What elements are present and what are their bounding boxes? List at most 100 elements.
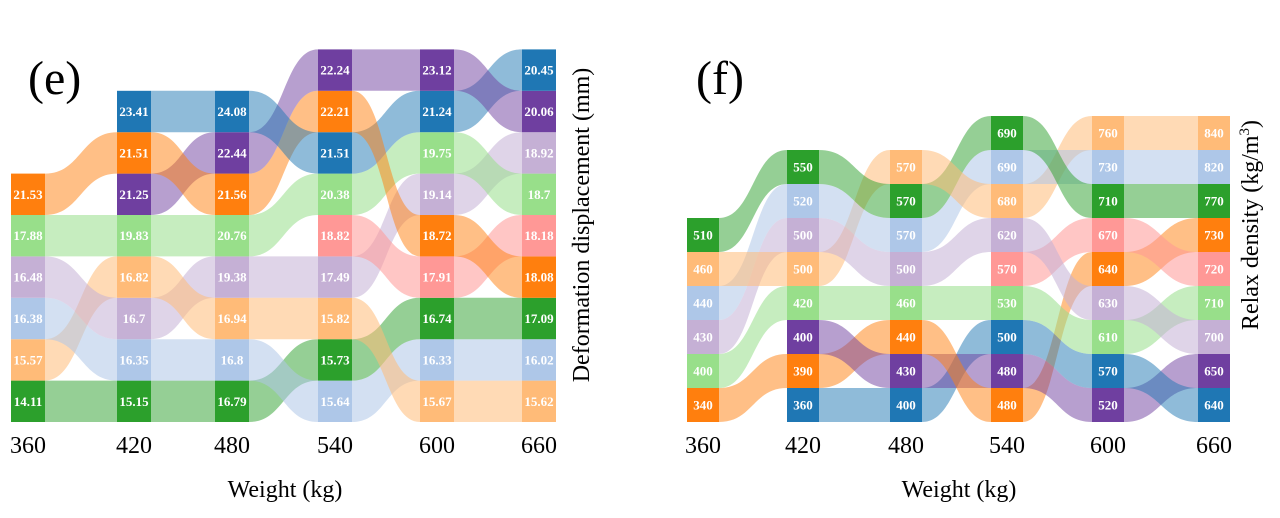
flow-f-col1-to-col2	[819, 320, 890, 388]
node-e-col2-0	[215, 380, 249, 422]
node-f-col1-4	[787, 252, 819, 286]
node-f-col4-7	[1092, 150, 1124, 184]
panel-f-x-ticks: 360 420 480 540 600 660	[685, 433, 1232, 459]
node-label-f-col1-0: 360	[793, 398, 813, 413]
node-e-col4-3	[420, 256, 454, 298]
node-label-e-col1-6: 21.51	[119, 145, 148, 160]
node-e-col0-4	[11, 215, 45, 257]
node-label-f-col3-6: 680	[997, 194, 1017, 209]
node-f-col4-5	[1092, 218, 1124, 252]
node-f-col0-1	[687, 354, 719, 388]
x-tick-f-360: 360	[685, 433, 721, 459]
node-label-e-col3-1: 15.73	[320, 352, 350, 367]
flow-e-col3-to-col4	[352, 297, 420, 422]
flow-f-col4-to-col5	[1124, 218, 1198, 286]
flow-e-col2-to-col3	[249, 297, 318, 340]
flow-f-col1-to-col2	[819, 218, 890, 286]
x-tick-f-540: 540	[989, 433, 1025, 459]
node-label-e-col2-1: 16.8	[221, 352, 244, 367]
node-e-col5-8	[522, 49, 556, 91]
node-f-col5-8	[1198, 116, 1230, 150]
flow-e-col0-to-col1	[45, 256, 117, 340]
node-f-col4-6	[1092, 184, 1124, 218]
flow-f-col4-to-col5	[1124, 354, 1198, 422]
node-label-f-col3-0: 480	[997, 398, 1017, 413]
node-label-f-col5-5: 730	[1204, 228, 1224, 243]
node-e-col2-7	[215, 90, 249, 133]
node-e-col3-6	[318, 132, 352, 174]
panel-e-nodes: 14.11 15.57 16.38 16.48 17.88 21.53 15.15 16.35…	[11, 49, 556, 422]
node-label-e-col4-8: 23.12	[422, 63, 451, 78]
panel-f: 340 400 430 440 460 510 360 390 400 420 500 500 520 5…	[685, 52, 1264, 503]
node-f-col3-8	[991, 116, 1023, 150]
flow-e-col1-to-col2	[151, 380, 215, 422]
node-f-col1-0	[787, 388, 819, 422]
node-label-f-col0-2: 430	[693, 330, 713, 345]
node-e-col1-2	[117, 297, 151, 340]
node-f-col0-5	[687, 218, 719, 252]
flow-f-col2-to-col3	[922, 286, 991, 320]
flow-e-col1-to-col2	[151, 132, 215, 215]
node-label-e-col4-1: 16.33	[422, 352, 452, 367]
x-tick-f-480: 480	[888, 433, 924, 459]
node-e-col4-6	[420, 132, 454, 174]
node-label-f-col3-3: 530	[997, 296, 1017, 311]
node-label-f-col2-6: 570	[896, 194, 916, 209]
flow-f-col4-to-col5	[1124, 286, 1198, 354]
flow-e-col1-to-col2	[151, 215, 215, 257]
node-label-e-col1-2: 16.7	[123, 311, 146, 326]
panel-f-y-axis-title: Relax density (kg/m3)	[1237, 120, 1264, 330]
node-f-col5-2	[1198, 320, 1230, 354]
node-label-f-col4-4: 640	[1098, 262, 1118, 277]
panel-e-label: (e)	[28, 52, 81, 105]
node-label-f-col4-2: 610	[1098, 330, 1118, 345]
node-e-col0-1	[11, 339, 45, 381]
node-label-f-col4-8: 760	[1098, 126, 1118, 141]
node-f-col1-6	[787, 184, 819, 218]
node-f-col4-1	[1092, 354, 1124, 388]
x-tick-f-660: 660	[1196, 433, 1232, 459]
node-label-e-col4-0: 15.67	[422, 394, 452, 409]
node-label-e-col4-7: 21.24	[422, 104, 452, 119]
node-label-f-col5-4: 720	[1204, 262, 1224, 277]
node-label-e-col3-7: 22.21	[320, 104, 349, 119]
node-e-col5-6	[522, 132, 556, 174]
node-f-col3-1	[991, 354, 1023, 388]
node-e-col4-0	[420, 380, 454, 422]
node-label-f-col0-4: 460	[693, 262, 713, 277]
node-e-col5-0	[522, 380, 556, 422]
node-label-f-col5-8: 840	[1204, 126, 1224, 141]
node-e-col2-2	[215, 297, 249, 340]
flow-f-col3-to-col4	[1023, 286, 1092, 354]
node-f-col1-3	[787, 286, 819, 320]
flow-e-col3-to-col4	[352, 215, 420, 298]
flow-e-col3-to-col4	[352, 90, 420, 257]
node-label-e-col5-3: 18.08	[524, 270, 554, 285]
node-label-e-col0-1: 15.57	[13, 352, 43, 367]
flow-e-col1-to-col2	[151, 256, 215, 340]
node-label-e-col2-0: 16.79	[217, 394, 247, 409]
node-e-col3-8	[318, 49, 352, 91]
node-label-e-col3-3: 17.49	[320, 270, 350, 285]
node-label-e-col5-7: 20.06	[524, 104, 554, 119]
node-label-e-col0-5: 21.53	[13, 187, 43, 202]
node-label-e-col3-8: 22.24	[320, 63, 350, 78]
node-f-col4-8	[1092, 116, 1124, 150]
node-e-col5-3	[522, 256, 556, 298]
node-f-col2-1	[890, 354, 922, 388]
node-e-col2-5	[215, 173, 249, 215]
panel-f-nodes: 340 400 430 440 460 510 360 390 400 420 500 500 520 5…	[687, 116, 1230, 422]
node-e-col1-5	[117, 173, 151, 215]
node-e-col3-3	[318, 256, 352, 298]
node-label-f-col1-2: 400	[793, 330, 813, 345]
node-label-e-col2-3: 19.38	[217, 270, 247, 285]
node-label-e-col5-2: 17.09	[524, 311, 554, 326]
node-f-col1-7	[787, 150, 819, 184]
node-label-f-col3-1: 480	[997, 364, 1017, 379]
x-tick-f-420: 420	[785, 433, 821, 459]
node-f-col3-6	[991, 184, 1023, 218]
node-label-f-col2-4: 500	[896, 262, 916, 277]
node-e-col5-7	[522, 90, 556, 133]
node-label-f-col5-7: 820	[1204, 160, 1224, 175]
node-f-col2-7	[890, 150, 922, 184]
